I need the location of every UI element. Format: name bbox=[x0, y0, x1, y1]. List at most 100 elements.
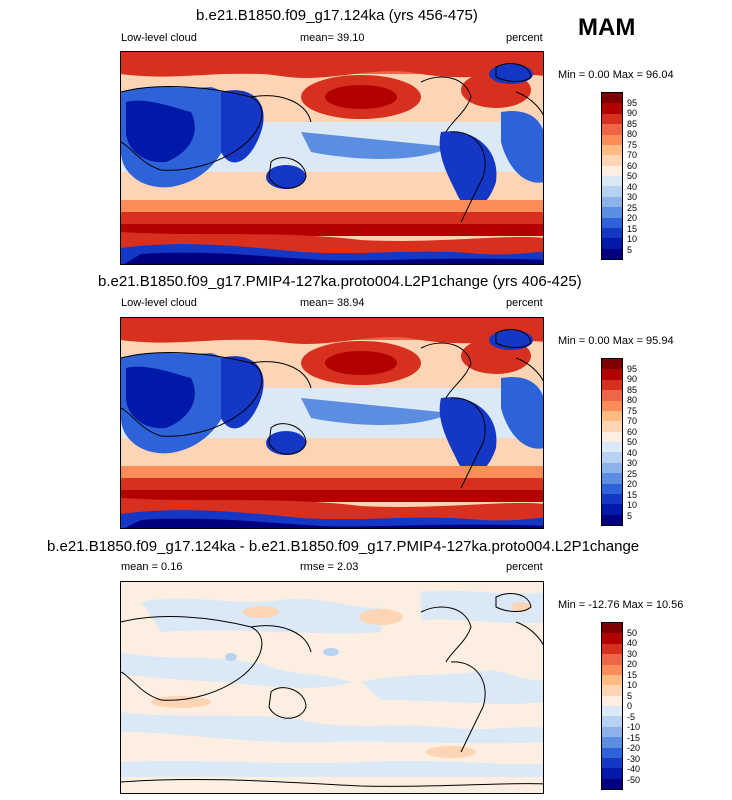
colorbar-segment bbox=[602, 196, 622, 208]
panel2-minmax: Min = 0.00 Max = 95.94 bbox=[558, 335, 674, 347]
colorbar-tick-label: 50 bbox=[627, 437, 638, 447]
colorbar-segment bbox=[602, 664, 622, 675]
colorbar-segment bbox=[602, 747, 622, 758]
colorbar-segment bbox=[602, 124, 622, 135]
colorbar-segment bbox=[602, 379, 622, 391]
colorbar-tick-label: 10 bbox=[627, 500, 638, 510]
colorbar-tick-label: 75 bbox=[627, 405, 638, 416]
colorbar-segment bbox=[602, 155, 622, 166]
colorbar-segment bbox=[602, 113, 622, 125]
colorbar-segment bbox=[602, 144, 622, 156]
colorbar-tick-label: 40 bbox=[627, 638, 638, 648]
colorbar-tick-label: 30 bbox=[627, 458, 638, 468]
colorbar-tick-label: 15 bbox=[627, 669, 638, 680]
colorbar-segment bbox=[602, 217, 622, 228]
colorbar-segment bbox=[602, 695, 622, 706]
colorbar-segment bbox=[602, 462, 622, 474]
colorbar-tick-label: 20 bbox=[627, 659, 638, 669]
colorbar-segment bbox=[602, 768, 622, 779]
panel2-title: b.e21.B1850.f09_g17.PMIP4-127ka.proto004… bbox=[98, 273, 582, 290]
colorbar-segment bbox=[602, 452, 622, 463]
colorbar-segment bbox=[602, 654, 622, 665]
panel3-colorbar-labels: 50 40 30 20 15 10 5 0 -5 -10 -15 -20 -30 -40 -50 bbox=[627, 622, 657, 790]
colorbar-segment bbox=[602, 93, 622, 104]
colorbar-tick-label: 85 bbox=[627, 118, 638, 129]
colorbar-tick-label: 20 bbox=[627, 479, 638, 489]
colorbar-segment bbox=[602, 176, 622, 187]
colorbar-segment bbox=[602, 390, 622, 401]
colorbar-segment bbox=[602, 431, 622, 442]
colorbar-tick-label: 75 bbox=[627, 139, 638, 150]
colorbar-segment bbox=[602, 421, 622, 432]
colorbar-segment bbox=[602, 227, 622, 239]
colorbar-segment bbox=[602, 369, 622, 380]
colorbar-tick-label: 15 bbox=[627, 489, 638, 500]
colorbar-segment bbox=[602, 473, 622, 484]
panel2-colorbar-labels: 95 90 85 80 75 70 60 50 40 30 25 20 15 10 5 bbox=[627, 358, 657, 526]
panel1-right-label: percent bbox=[506, 32, 543, 44]
panel2-map bbox=[120, 317, 544, 529]
colorbar-tick-label: 60 bbox=[627, 426, 638, 437]
colorbar-tick-label: 90 bbox=[627, 108, 638, 118]
colorbar-segment bbox=[602, 238, 622, 249]
colorbar-segment bbox=[602, 165, 622, 176]
colorbar-tick-label: 60 bbox=[627, 160, 638, 171]
colorbar-segment bbox=[602, 400, 622, 411]
colorbar-tick-label: 40 bbox=[627, 181, 638, 192]
panel3-map bbox=[120, 581, 544, 794]
colorbar-tick-label: -50 bbox=[627, 774, 641, 785]
colorbar-segment bbox=[602, 623, 622, 634]
panel2-right-label: percent bbox=[506, 297, 543, 309]
colorbar-tick-label: -30 bbox=[627, 753, 641, 764]
colorbar-tick-label: 95 bbox=[627, 97, 638, 108]
colorbar-segment bbox=[602, 778, 622, 789]
colorbar-tick-label: 85 bbox=[627, 384, 638, 395]
colorbar-tick-label: 70 bbox=[627, 416, 638, 426]
panel2-colorbar-fill bbox=[602, 359, 622, 525]
colorbar-segment bbox=[602, 248, 622, 259]
panel3-colorbar-fill bbox=[602, 623, 622, 789]
colorbar-tick-label: 40 bbox=[627, 447, 638, 458]
panel2-colorbar bbox=[601, 358, 623, 526]
colorbar-segment bbox=[602, 514, 622, 525]
season-label: MAM bbox=[578, 14, 636, 41]
panel3-left-label: mean = 0.16 bbox=[121, 561, 183, 573]
panel1-title: b.e21.B1850.f09_g17.124ka (yrs 456-475) bbox=[196, 7, 478, 24]
colorbar-tick-label: -10 bbox=[627, 722, 641, 732]
colorbar-tick-label: 70 bbox=[627, 150, 638, 160]
panel3-colorbar bbox=[601, 622, 623, 790]
colorbar-tick-label: 5 bbox=[627, 510, 633, 521]
colorbar-tick-label: 0 bbox=[627, 701, 633, 711]
colorbar-segment bbox=[602, 134, 622, 145]
colorbar-tick-label: 50 bbox=[627, 627, 638, 638]
colorbar-segment bbox=[602, 103, 622, 114]
colorbar-segment bbox=[602, 186, 622, 197]
colorbar-segment bbox=[602, 643, 622, 655]
colorbar-segment bbox=[602, 442, 622, 453]
panel3-title: b.e21.B1850.f09_g17.124ka - b.e21.B1850.… bbox=[47, 538, 640, 555]
colorbar-tick-label: 20 bbox=[627, 213, 638, 223]
colorbar-tick-label: -15 bbox=[627, 732, 641, 743]
colorbar-tick-label: 25 bbox=[627, 468, 638, 479]
colorbar-segment bbox=[602, 674, 622, 686]
colorbar-tick-label: 10 bbox=[627, 234, 638, 244]
colorbar-segment bbox=[602, 726, 622, 738]
colorbar-segment bbox=[602, 504, 622, 515]
colorbar-tick-label: 30 bbox=[627, 192, 638, 202]
panel1-colorbar-fill bbox=[602, 93, 622, 259]
colorbar-tick-label: 95 bbox=[627, 363, 638, 374]
colorbar-tick-label: -40 bbox=[627, 764, 641, 774]
panel1-left-label: Low-level cloud bbox=[121, 32, 197, 44]
panel1-center-label: mean= 39.10 bbox=[300, 32, 365, 44]
panel1-colorbar bbox=[601, 92, 623, 260]
colorbar-tick-label: 5 bbox=[627, 690, 633, 701]
colorbar-tick-label: -20 bbox=[627, 743, 641, 753]
panel1-minmax: Min = 0.00 Max = 96.04 bbox=[558, 69, 674, 81]
colorbar-tick-label: 50 bbox=[627, 171, 638, 181]
colorbar-tick-label: 30 bbox=[627, 648, 638, 659]
panel2-left-label: Low-level cloud bbox=[121, 297, 197, 309]
colorbar-tick-label: -5 bbox=[627, 711, 636, 722]
panel1-map bbox=[120, 51, 544, 265]
colorbar-segment bbox=[602, 737, 622, 748]
panel3-center-label: rmse = 2.03 bbox=[300, 561, 359, 573]
